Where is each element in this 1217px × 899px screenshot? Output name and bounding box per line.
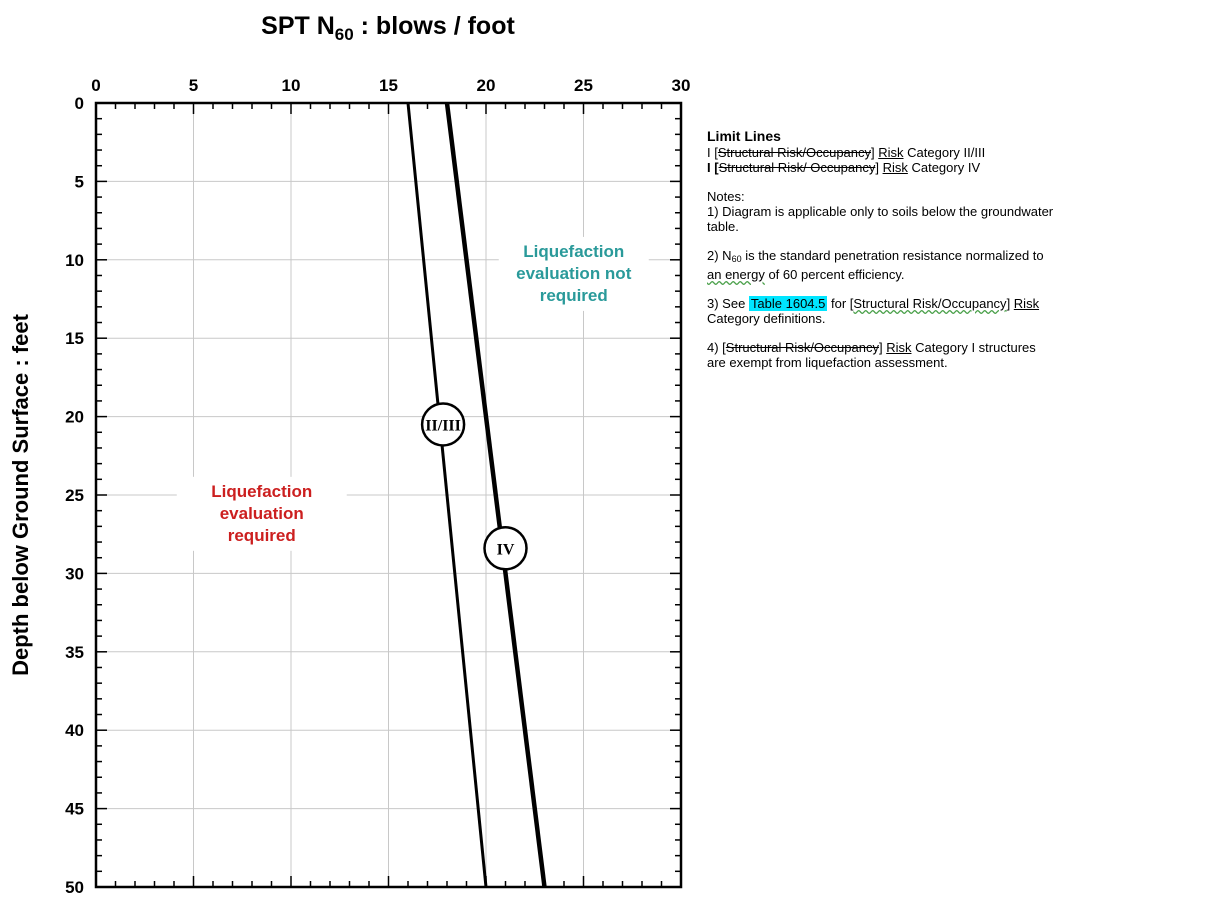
chart-title: SPT N60 : blows / foot	[261, 12, 515, 44]
note-1-cont: table.	[707, 219, 739, 234]
region-label-bg	[176, 476, 347, 551]
limit-line-marker	[420, 402, 466, 447]
x-tick-label: 10	[282, 76, 301, 95]
grid-lines	[96, 103, 681, 887]
note-3: 3) See Table 1604.5 for [Structural Risk…	[707, 296, 1040, 311]
x-tick-label: 30	[672, 76, 691, 95]
y-tick-label: 25	[65, 486, 84, 505]
x-tick-label: 25	[574, 76, 593, 95]
region-label-line: Liquefaction	[523, 242, 624, 261]
y-tick-label: 30	[65, 564, 84, 583]
y-tick-label: 35	[65, 643, 84, 662]
y-tick-label: 50	[65, 878, 84, 897]
y-axis-label: Depth below Ground Surface : feet	[8, 313, 33, 675]
note-2: 2) N60 is the standard penetration resis…	[707, 248, 1044, 264]
y-tick-label: 15	[65, 329, 84, 348]
y-tick-label: 0	[75, 94, 84, 113]
note-4-cont: are exempt from liquefaction assessment.	[707, 355, 948, 370]
region-label-line: evaluation not	[516, 264, 632, 283]
limit-lines: II/III IV	[406, 102, 547, 888]
x-tick-label: 15	[379, 76, 398, 95]
legend-entry-ii-iii: I [Structural Risk/Occupancy] Risk Categ…	[707, 145, 986, 160]
region-label-line: evaluation	[220, 504, 304, 523]
y-tick-label: 40	[65, 721, 84, 740]
note-4: 4) [Structural Risk/Occupancy] Risk Cate…	[707, 340, 1036, 355]
limit-line-label: IV	[497, 541, 515, 558]
side-panel: Limit Lines I [Structural Risk/Occupancy…	[707, 128, 1212, 370]
y-tick-label: 10	[65, 251, 84, 270]
x-tick-label: 5	[189, 76, 198, 95]
y-tick-label: 20	[65, 408, 84, 427]
x-tick-label: 0	[91, 76, 100, 95]
limit-line-ii-iii	[406, 102, 488, 888]
region-label-line: required	[228, 526, 296, 545]
x-tick-label: 20	[477, 76, 496, 95]
y-tick-label: 45	[65, 800, 84, 819]
region-label-bg	[498, 236, 649, 311]
region-label-line: Liquefaction	[211, 482, 312, 501]
notes-heading: Notes:	[707, 189, 745, 204]
note-2-cont: an energy of 60 percent efficiency.	[707, 267, 905, 282]
legend-entry-iv: I [Structural Risk/ Occupancy] Risk Cate…	[707, 160, 981, 175]
region-labels: Liquefaction evaluation required Liquefacti…	[176, 236, 649, 551]
limit-line-label: II/III	[425, 417, 461, 434]
x-tick-labels: 0 5 10 15 20 25 30	[91, 76, 690, 95]
plot-frame	[94, 101, 683, 889]
note-1: 1) Diagram is applicable only to soils b…	[707, 204, 1054, 219]
region-label-line: required	[540, 286, 608, 305]
table-1604-5-link[interactable]: Table 1604.5	[748, 296, 828, 311]
y-tick-label: 5	[75, 172, 84, 191]
legend-heading: Limit Lines	[707, 128, 781, 144]
liquefaction-chart: Liquefaction evaluation required Liquefacti…	[8, 12, 690, 897]
limit-line-marker	[483, 526, 528, 571]
y-tick-labels: 0 5 10 15 20 25 30 35 40 45 50	[65, 94, 84, 897]
note-3-cont: Category definitions.	[707, 311, 826, 326]
limit-line-iv	[444, 102, 547, 888]
